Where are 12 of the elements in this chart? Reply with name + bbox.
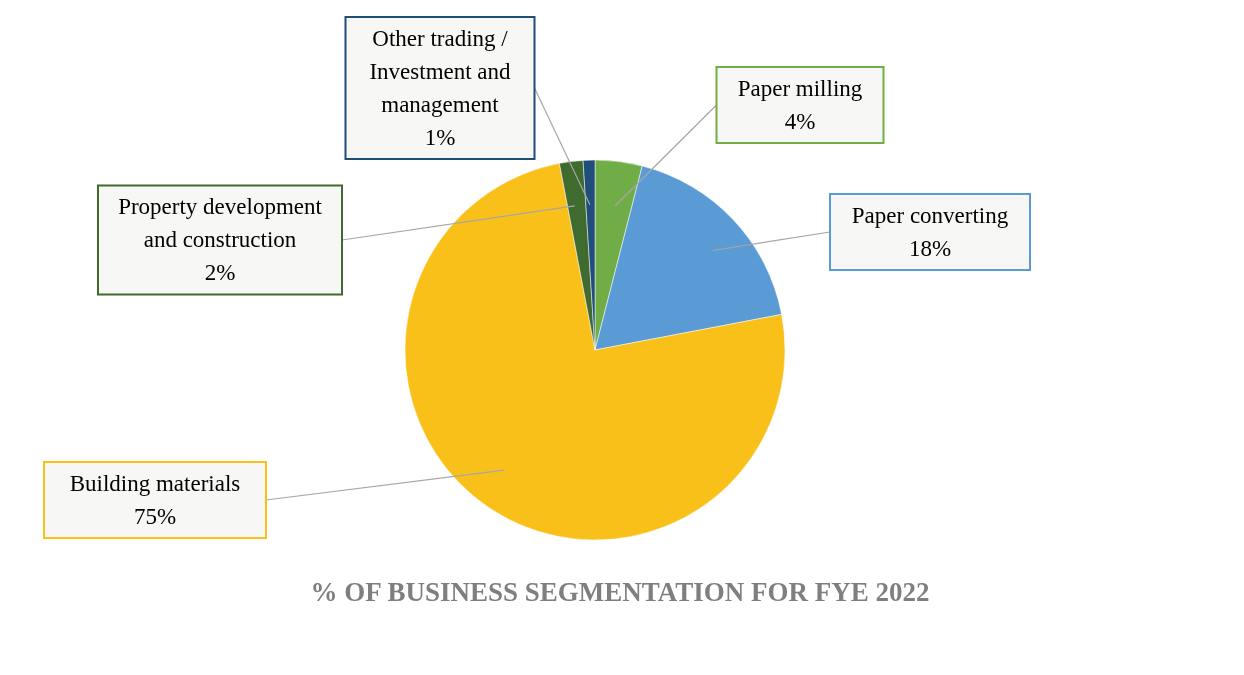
data-label: 1% <box>424 124 456 150</box>
slice-label: Property development and construction <box>118 194 323 252</box>
slice-label: Other trading / Investment and management <box>369 25 512 117</box>
pie-slice <box>404 163 785 541</box>
data-label: 75% <box>133 503 177 529</box>
data-label: 18% <box>908 235 952 261</box>
text: % OF BUSINESS SEGMENTATION FOR FYE 2022 <box>310 577 930 607</box>
slice-label: Building materials <box>69 470 241 496</box>
data-label: 4% <box>784 108 816 134</box>
data-label: 2% <box>204 260 236 285</box>
slice-label: Paper converting <box>851 202 1009 228</box>
slice-label: Paper milling <box>737 75 863 101</box>
